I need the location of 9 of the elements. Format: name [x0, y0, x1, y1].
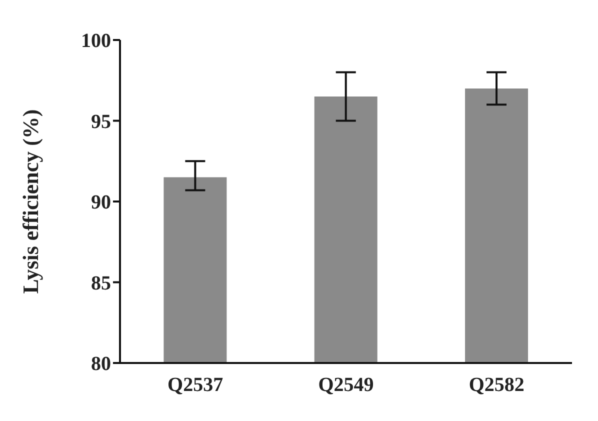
x-tick-label: Q2549 — [318, 374, 374, 396]
x-tick-label: Q2537 — [168, 374, 224, 396]
x-tick-label: Q2582 — [468, 374, 524, 396]
y-axis-title: Lysis efficiency (%) — [18, 109, 43, 294]
y-tick-label: 100 — [81, 30, 111, 52]
y-tick-label: 85 — [91, 272, 111, 294]
y-tick-label: 90 — [91, 192, 111, 214]
y-tick-label: 95 — [91, 110, 111, 133]
y-tick-label: 80 — [91, 353, 111, 376]
